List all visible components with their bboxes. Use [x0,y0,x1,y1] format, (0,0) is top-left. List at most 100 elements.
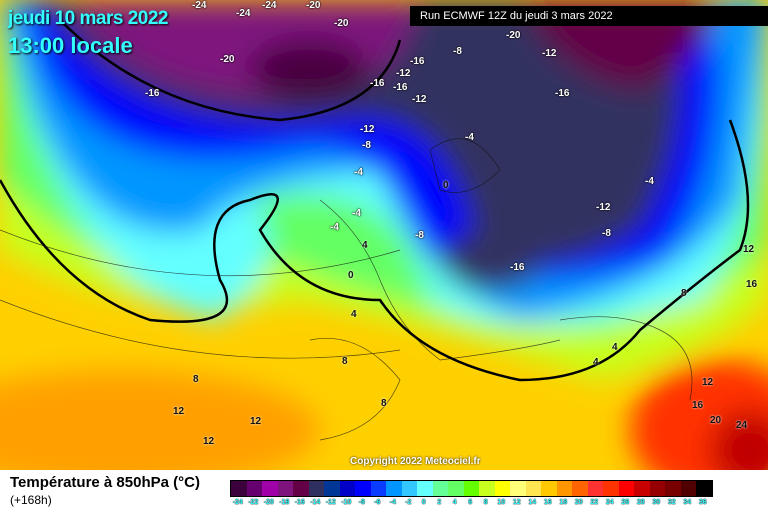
map-temperature-label: 12 [702,377,714,388]
map-temperature-label: -4 [645,176,654,187]
map-temperature-label: -16 [145,88,160,99]
map-temperature-label: -4 [354,167,363,178]
map-temperature-label: -8 [453,46,462,57]
color-scale-cell [386,481,402,496]
color-scale-cell [432,481,448,496]
color-scale-tick: -22 [248,499,259,506]
color-scale-tick: 26 [621,499,630,506]
map-temperature-label: -16 [393,82,408,93]
color-scale-tick: 28 [636,499,645,506]
color-scale-tick: 10 [497,499,506,506]
map-temperature-label: 8 [342,356,348,367]
map-temperature-label: -12 [596,202,611,213]
forecast-local-time: 13:00 locale [8,33,133,58]
map-temperature-label: 8 [193,374,199,385]
color-scale-tick: -16 [294,499,305,506]
map-temperature-label: -20 [334,18,349,29]
map-temperature-label: 4 [351,309,357,320]
color-scale-tick: -12 [325,499,336,506]
color-scale-cell [401,481,417,496]
color-scale-cell [324,481,340,496]
color-scale-tick: 16 [543,499,552,506]
color-scale-tick: -10 [341,499,352,506]
color-scale-cell [479,481,495,496]
color-scale-cell [262,481,278,496]
color-scale-tick: 32 [667,499,676,506]
color-scale-tick: 20 [574,499,583,506]
color-scale-tick: -24 [232,499,243,506]
legend-subtitle: (+168h) [10,493,52,507]
map-temperature-label: -16 [510,262,525,273]
color-scale-cell [231,481,247,496]
color-scale-tick: 34 [683,499,692,506]
color-scale-cell [293,481,309,496]
color-scale-cell [665,481,681,496]
color-scale-cell [417,481,433,496]
color-scale-tick: 24 [605,499,614,506]
color-scale-cell [541,481,557,496]
map-temperature-label: 8 [681,288,687,299]
map-temperature-label: -12 [360,124,375,135]
map-temperature-label: -12 [412,94,427,105]
map-temperature-label: -20 [306,0,321,11]
map-temperature-label: 24 [736,420,748,431]
legend-title: Température à 850hPa (°C) [10,474,200,491]
map-temperature-label: 4 [593,357,599,368]
copyright: Copyright 2022 Meteociel.fr [350,456,481,467]
color-scale-tick: 12 [512,499,521,506]
color-scale-cell [246,481,262,496]
map-temperature-label: 4 [612,342,618,353]
map-temperature-label: -8 [602,228,611,239]
map-temperature-label: -4 [465,132,474,143]
color-scale-cell [556,481,572,496]
color-scale-ticks: -24 -22 -20 -18 -16 -14 -12 -10 -8 -6 -4 -2 0 2 4 6 8 10 1… [230,499,711,506]
color-scale-tick: -2 [405,499,412,506]
map-temperature-label: 12 [173,406,185,417]
color-scale-cell [277,481,293,496]
map-temperature-label: -20 [506,30,521,41]
color-scale-cell [572,481,588,496]
color-scale-tick: -20 [263,499,274,506]
map-temperature-label: 8 [381,398,387,409]
map-temperature-label: 16 [692,400,704,411]
color-scale-cell [339,481,355,496]
map-temperature-label: -8 [415,230,424,241]
map-temperature-label: 0 [443,180,449,191]
map-temperature-label: -16 [410,56,425,67]
map-temperature-label: -24 [262,0,277,11]
map-temperature-label: -16 [370,78,385,89]
color-scale-cell [463,481,479,496]
color-scale-tick: -18 [279,499,290,506]
color-scale-cell [510,481,526,496]
color-scale-cell [587,481,603,496]
color-scale-cell [355,481,371,496]
color-scale-tick: 30 [652,499,661,506]
color-scale-cell [649,481,665,496]
color-scale-tick: 18 [559,499,568,506]
color-scale-cell [525,481,541,496]
map-temperature-label: 4 [362,240,368,251]
color-scale-tick: 6 [468,499,473,506]
map-temperature-label: -24 [192,0,207,11]
color-scale-tick: -8 [358,499,365,506]
color-scale-cell [308,481,324,496]
map-temperature-label: -16 [555,88,570,99]
color-scale-cell [618,481,634,496]
color-scale-tick: 4 [452,499,457,506]
map-temperature-label: 0 [348,270,354,281]
color-scale-tick: 22 [590,499,599,506]
color-scale-cell [494,481,510,496]
color-scale-tick: -4 [389,499,396,506]
map-temperature-label: -24 [236,8,251,19]
forecast-date: jeudi 10 mars 2022 [8,8,169,29]
color-scale-cell [448,481,464,496]
color-scale-tick: -14 [310,499,321,506]
map-temperature-label: -12 [396,68,411,79]
model-run-info: Run ECMWF 12Z du jeudi 3 mars 2022 [410,6,768,26]
map-temperature-label: -4 [330,222,339,233]
color-scale-cell [680,481,696,496]
map-temperature-label: -8 [362,140,371,151]
temperature-map [0,0,768,470]
map-temperature-label: 12 [743,244,755,255]
